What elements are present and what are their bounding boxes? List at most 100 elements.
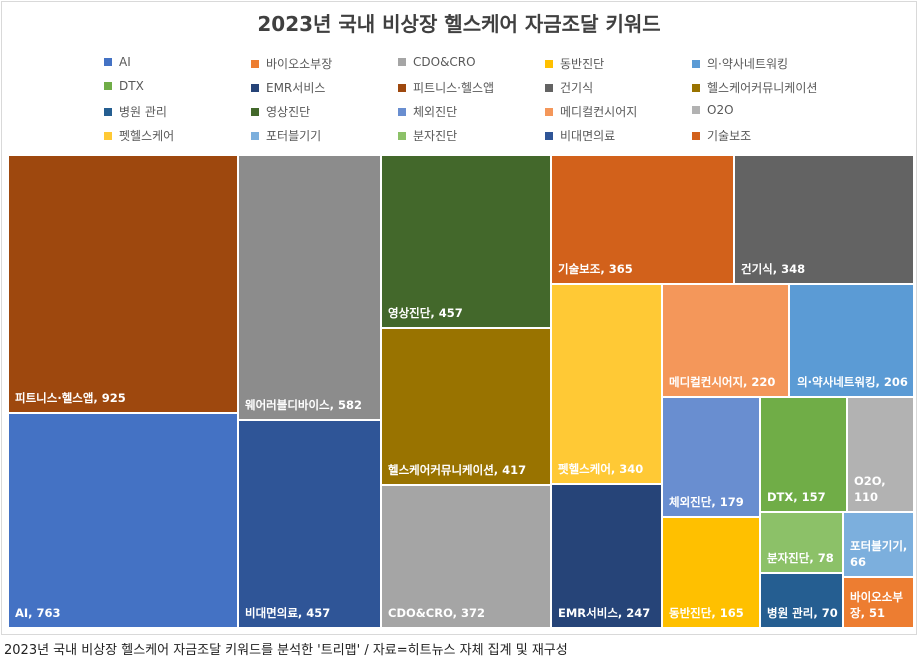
legend-item: 비대면의료: [545, 127, 615, 144]
treemap-label: 동반진단, 165: [669, 606, 744, 620]
legend-label: DTX: [119, 79, 144, 93]
legend-label: 포터블기기: [266, 129, 322, 143]
treemap-cell: 분자진단, 78: [760, 512, 843, 573]
legend-item: 체외진단: [398, 103, 457, 120]
legend-swatch: [692, 132, 700, 140]
legend-label: 동반진단: [560, 57, 605, 71]
legend-item: 포터블기기: [251, 127, 321, 144]
treemap-cell: 바이오소부장, 51: [843, 577, 914, 628]
legend-item: O2O: [692, 103, 734, 117]
legend-label: 체외진단: [413, 105, 458, 119]
treemap-cell: 동반진단, 165: [662, 517, 760, 628]
legend-swatch: [104, 108, 112, 116]
treemap-label: 건기식, 348: [741, 262, 806, 276]
treemap-cell: CDO&CRO, 372: [381, 485, 551, 628]
legend-swatch: [692, 60, 700, 68]
legend-swatch: [251, 108, 259, 116]
treemap-cell: 의·약사네트워킹, 206: [789, 284, 914, 397]
legend-item: 기술보조: [692, 127, 751, 144]
legend-item: DTX: [104, 79, 144, 93]
treemap-label: 헬스케어커뮤니케이션, 417: [388, 463, 527, 477]
legend-swatch: [251, 60, 259, 68]
legend-label: 바이오소부장: [266, 57, 333, 71]
legend-item: 동반진단: [545, 55, 604, 72]
treemap-cell: DTX, 157: [760, 397, 847, 512]
treemap-label: 메디컬컨시어지, 220: [669, 375, 776, 389]
legend-swatch: [545, 108, 553, 116]
treemap-cell: 웨어러블디바이스, 582: [238, 155, 381, 420]
treemap-label: 바이오소부장, 51: [850, 590, 903, 620]
legend-item: 펫헬스케어: [104, 127, 174, 144]
legend-swatch: [398, 132, 406, 140]
legend-label: 헬스케어커뮤니케이션: [707, 81, 818, 95]
legend-item: 메디컬컨시어지: [545, 103, 637, 120]
legend-label: 피트니스·헬스앱: [413, 81, 495, 95]
treemap-label: DTX, 157: [767, 490, 826, 504]
legend-swatch: [251, 132, 259, 140]
legend-swatch: [398, 108, 406, 116]
legend-item: 분자진단: [398, 127, 457, 144]
treemap-cell: 비대면의료, 457: [238, 420, 381, 628]
treemap-cell: 체외진단, 179: [662, 397, 760, 517]
treemap-label: 웨어러블디바이스, 582: [245, 398, 363, 412]
legend-label: AI: [119, 55, 131, 69]
treemap-label: O2O, 110: [854, 474, 886, 504]
treemap-label: 분자진단, 78: [767, 551, 834, 565]
legend-swatch: [545, 60, 553, 68]
treemap-label: 포터블기기, 66: [850, 539, 908, 569]
treemap-cell: 영상진단, 457: [381, 155, 551, 328]
legend-label: 병원 관리: [119, 105, 167, 119]
legend-label: 메디컬컨시어지: [560, 105, 638, 119]
treemap-label: 펫헬스케어, 340: [558, 462, 644, 476]
legend-label: 비대면의료: [560, 129, 616, 143]
treemap-label: 기술보조, 365: [558, 262, 633, 276]
legend-item: 피트니스·헬스앱: [398, 79, 494, 96]
legend-item: 바이오소부장: [251, 55, 332, 72]
treemap-cell: 기술보조, 365: [551, 155, 734, 284]
legend-label: 건기식: [560, 81, 594, 95]
legend: AI 바이오소부장 CDO&CRO 동반진단 의·약사네트워킹 DTX EMR서비스 피트니스…: [92, 46, 827, 146]
treemap-cell: O2O, 110: [847, 397, 914, 512]
legend-item: AI: [104, 55, 131, 69]
treemap-label: EMR서비스, 247: [558, 606, 651, 620]
caption: 2023년 국내 비상장 헬스케어 자금조달 키워드를 분석한 '트리맵' / …: [4, 643, 568, 658]
legend-item: 병원 관리: [104, 103, 167, 120]
legend-swatch: [104, 58, 112, 66]
legend-label: 기술보조: [707, 129, 752, 143]
legend-label: CDO&CRO: [413, 55, 476, 69]
legend-label: 의·약사네트워킹: [707, 57, 789, 71]
treemap-label: 비대면의료, 457: [245, 606, 331, 620]
treemap-cell: 헬스케어커뮤니케이션, 417: [381, 328, 551, 485]
legend-swatch: [545, 84, 553, 92]
legend-swatch: [692, 106, 700, 114]
legend-item: 건기식: [545, 79, 593, 96]
legend-label: 분자진단: [413, 129, 458, 143]
legend-swatch: [692, 84, 700, 92]
treemap-cell: AI, 763: [8, 413, 238, 628]
treemap-cell: 메디컬컨시어지, 220: [662, 284, 789, 397]
treemap-label: 병원 관리, 70: [767, 606, 838, 620]
treemap-label: 피트니스·헬스앱, 925: [15, 391, 126, 405]
treemap-cell: 피트니스·헬스앱, 925: [8, 155, 238, 413]
legend-item: 영상진단: [251, 103, 310, 120]
legend-item: 헬스케어커뮤니케이션: [692, 79, 817, 96]
treemap-cell: 펫헬스케어, 340: [551, 284, 662, 484]
legend-item: 의·약사네트워킹: [692, 55, 788, 72]
legend-item: EMR서비스: [251, 79, 325, 96]
treemap-label: CDO&CRO, 372: [388, 606, 485, 620]
treemap-label: 체외진단, 179: [669, 495, 744, 509]
treemap-label: 영상진단, 457: [388, 306, 463, 320]
treemap-label: AI, 763: [15, 606, 61, 620]
legend-swatch: [251, 84, 259, 92]
legend-label: EMR서비스: [266, 81, 326, 95]
chart-title: 2023년 국내 비상장 헬스케어 자금조달 키워드: [257, 12, 661, 36]
legend-swatch: [398, 84, 406, 92]
legend-label: O2O: [707, 103, 734, 117]
treemap-cell: EMR서비스, 247: [551, 484, 662, 628]
legend-swatch: [398, 58, 406, 66]
treemap-cell: 건기식, 348: [734, 155, 914, 284]
legend-swatch: [104, 132, 112, 140]
treemap-label: 의·약사네트워킹, 206: [797, 375, 908, 389]
treemap-cell: 병원 관리, 70: [760, 573, 843, 628]
